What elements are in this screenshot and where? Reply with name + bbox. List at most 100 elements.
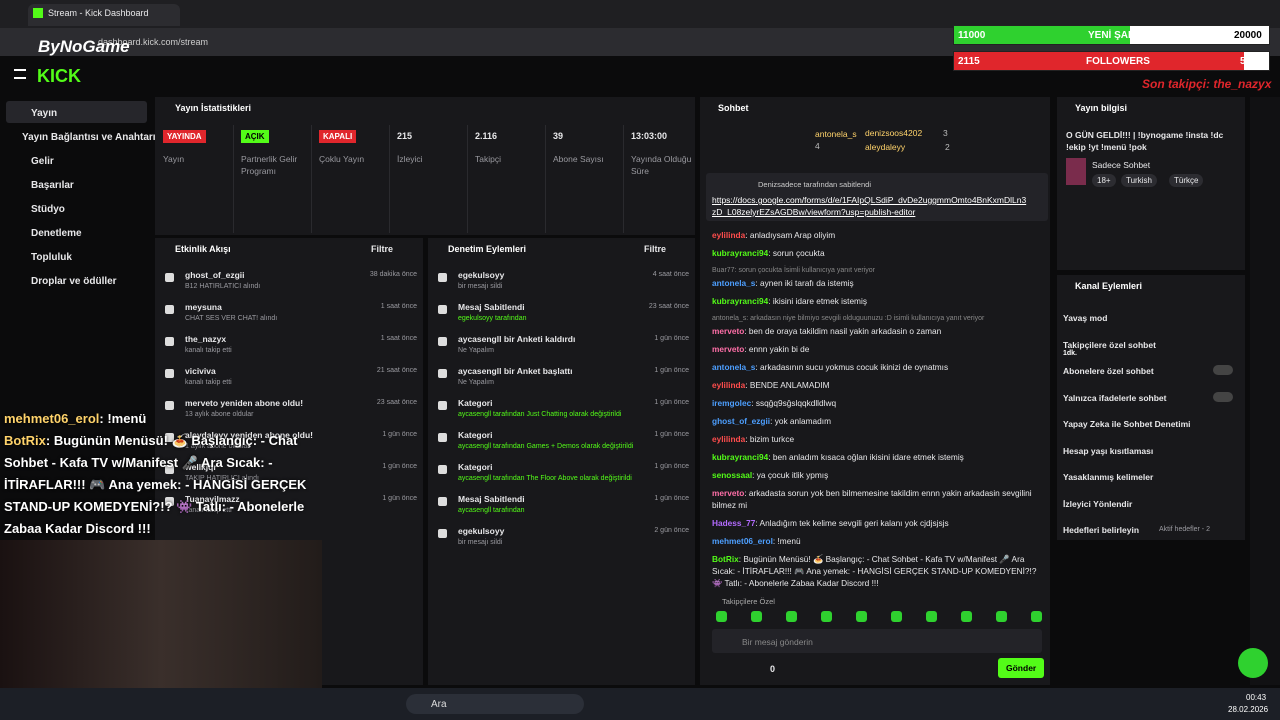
chat-text: Anladığım tek kelime sevgili geri kalanı…: [759, 518, 949, 528]
feed-detail: TAKIP HATIRLICI alındı: [185, 475, 259, 482]
top-count: 2: [945, 142, 950, 152]
help-button[interactable]: [1238, 648, 1268, 678]
feed-time: 1 gün önce: [382, 495, 417, 502]
chat-user[interactable]: ghost_of_ezgii: [712, 416, 771, 426]
divider: [545, 125, 546, 233]
feed-time: 2 gün önce: [654, 527, 689, 534]
chat-user[interactable]: merveto: [712, 488, 745, 498]
feed-icon: [165, 433, 174, 442]
nav-item[interactable]: Denetleme: [31, 228, 82, 239]
nav-item[interactable]: Droplar ve ödüller: [31, 276, 117, 287]
action-label[interactable]: Hesap yaşı kısıtlaması: [1063, 445, 1154, 456]
chat-user[interactable]: kubrayranci94: [712, 452, 769, 462]
chat-panel: Sohbet antonela_s 4 denizsoos4202 3 aleydale…: [700, 97, 1050, 685]
emote[interactable]: [856, 611, 867, 622]
feed-time: 23 saat önce: [648, 303, 689, 310]
action-label[interactable]: Abonelere özel sohbet: [1063, 366, 1154, 376]
feed-detail: Ne Yapalım: [458, 379, 494, 386]
url[interactable]: dashboard.kick.com/stream: [98, 37, 209, 47]
follower-goal-fill: [954, 52, 1244, 70]
status-badge: AÇIK: [241, 130, 269, 143]
chat-user[interactable]: kubrayranci94: [712, 248, 769, 258]
toggle[interactable]: [1213, 365, 1233, 375]
emote[interactable]: [821, 611, 832, 622]
feed-time: 23 saat önce: [376, 399, 417, 406]
nav-item[interactable]: Yayın Bağlantısı ve Anahtarı: [22, 132, 156, 143]
emote[interactable]: [961, 611, 972, 622]
action-label[interactable]: Hedefleri belirleyin: [1063, 525, 1140, 535]
chat-messages: eylilinda: anladıysam Arap oliyim kubrayr…: [712, 222, 1042, 592]
action-label[interactable]: Yapay Zeka ile Sohbet Denetimi: [1063, 419, 1191, 429]
nav-item[interactable]: Yayın: [31, 108, 58, 119]
chat-message: antonela_s: arkadasın niye bilmiyo sevgi…: [712, 313, 1042, 337]
emote[interactable]: [1031, 611, 1042, 622]
nav-item[interactable]: Topluluk: [31, 252, 72, 263]
song-current: 11000: [958, 30, 986, 41]
nav-item[interactable]: Stüdyo: [31, 204, 65, 215]
points: 0: [770, 664, 776, 674]
tab[interactable]: [28, 4, 180, 26]
feed-icon: [438, 369, 447, 378]
chat-user[interactable]: iremgolec: [712, 398, 752, 408]
action-label[interactable]: İzleyici Yönlendir: [1063, 498, 1133, 509]
chat-message: merveto: arkadasta sorun yok ben bilmeme…: [712, 488, 1032, 510]
chat-user[interactable]: Hadess_77: [712, 518, 756, 528]
chat-user[interactable]: eylilinda: [712, 380, 746, 390]
emote[interactable]: [716, 611, 727, 622]
chat-user[interactable]: eylilinda: [712, 434, 746, 444]
pinned-by: Denizsadece tarafından sabitlendi: [758, 180, 871, 189]
action-sub: Aktif hedefler - 2: [1159, 526, 1210, 533]
menu-icon[interactable]: [14, 69, 26, 79]
feed-detail: CHAT SES VER CHAT! alındı: [185, 315, 278, 322]
feed-time: 21 saat önce: [376, 367, 417, 374]
emote[interactable]: [891, 611, 902, 622]
panel-title: Etkinlik Akışı: [175, 244, 231, 254]
emote[interactable]: [996, 611, 1007, 622]
action-label[interactable]: Yavaş mod: [1063, 313, 1108, 323]
action-label[interactable]: Yasaklanmış kelimeler: [1063, 472, 1154, 482]
chat-text: ben anladım kısaca oğlan ikisini idare e…: [772, 452, 964, 462]
feed-icon: [165, 337, 174, 346]
chat-message: senossaal: ya çocuk itlik ypmış: [712, 470, 829, 480]
chat-input[interactable]: [712, 629, 1042, 653]
overlay-user: mehmet06_erol: [4, 411, 100, 426]
nav-item[interactable]: Başarılar: [31, 180, 74, 191]
feed-title: aleydaleyy yeniden abone oldu!: [185, 430, 314, 440]
filter-button[interactable]: Filtre: [371, 244, 394, 254]
chat-user[interactable]: senossaal: [712, 470, 753, 480]
action-label[interactable]: Yalnızca ifadelerle sohbet: [1063, 392, 1167, 403]
chat-user[interactable]: BotRix: [712, 554, 739, 564]
feed-time: 4 saat önce: [652, 271, 689, 278]
chat-user[interactable]: mehmet06_erol: [712, 536, 773, 546]
emote[interactable]: [786, 611, 797, 622]
feed-icon: [438, 337, 447, 346]
chat-user[interactable]: antonela_s: [712, 362, 756, 372]
filter-button[interactable]: Filtre: [644, 244, 667, 254]
overlay-user: BotRix: [4, 433, 46, 448]
emote[interactable]: [926, 611, 937, 622]
divider: [233, 125, 234, 233]
nav-item[interactable]: Gelir: [31, 156, 54, 167]
chat-user[interactable]: kubrayranci94: [712, 296, 769, 306]
followers-label: FOLLOWERS: [1086, 56, 1150, 67]
feed-icon: [438, 465, 447, 474]
emote[interactable]: [751, 611, 762, 622]
pinned-link[interactable]: https://docs.google.com/forms/d/e/1FAIpQ…: [712, 195, 1027, 217]
stats-panel: Yayın İstatistikleri YAYINDA Yayın AÇIK Par…: [155, 97, 695, 235]
taskbar-search[interactable]: [406, 694, 584, 714]
chat-text: arkadasta sorun yok ben bilmemesine taki…: [712, 488, 1032, 510]
chat-user[interactable]: merveto: [712, 326, 745, 336]
chat-text: bizim turkce: [749, 434, 795, 444]
send-button[interactable]: Gönder: [998, 658, 1045, 678]
chat-text: !menü: [777, 536, 801, 546]
action-label[interactable]: Takipçilere özel sohbet: [1063, 339, 1156, 350]
mod-panel: Denetim Eylemleri Filtre egekulsoyy bir m…: [428, 238, 695, 685]
toggle[interactable]: [1213, 391, 1233, 402]
chat-user[interactable]: merveto: [712, 344, 745, 354]
taskbar: [0, 688, 1280, 720]
chat-user[interactable]: eylilinda: [712, 230, 746, 240]
feed-time: 1 saat önce: [380, 335, 417, 342]
kick-logo[interactable]: KICK: [37, 66, 81, 86]
chat-user[interactable]: antonela_s: [712, 278, 756, 288]
feed-icon: [438, 401, 447, 410]
